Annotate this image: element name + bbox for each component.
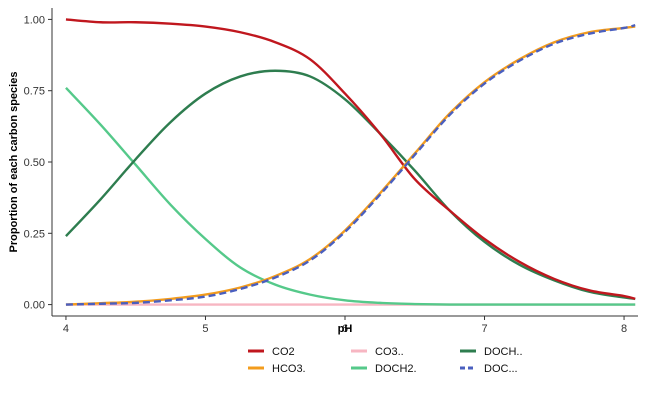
legend-item: DOC... xyxy=(460,363,518,375)
series-line-co2 xyxy=(65,18,636,301)
x-ticks: 4 5 6 7 8 xyxy=(63,316,627,335)
legend-item: CO2 xyxy=(248,346,295,358)
legend-item: DOCH2. xyxy=(351,363,417,375)
legend-label: CO2 xyxy=(272,346,295,358)
axes xyxy=(51,8,638,317)
y-axis-title: Proportion of each carbon species xyxy=(8,72,20,253)
x-axis-title: pH xyxy=(338,323,353,335)
x-tick-label: 5 xyxy=(202,323,208,335)
legend-label: DOCH2. xyxy=(375,363,417,375)
plot-area xyxy=(65,18,636,306)
series-line-hco3 xyxy=(65,25,636,306)
x-tick-label: 8 xyxy=(621,323,627,335)
legend-label: CO3.. xyxy=(375,346,404,358)
series-line-doch xyxy=(65,69,636,301)
legend-label: HCO3. xyxy=(272,363,306,375)
y-tick-label: 0.00 xyxy=(24,300,45,312)
y-tick-label: 0.25 xyxy=(24,228,45,240)
x-tick-label: 6 xyxy=(342,323,348,335)
x-tick-label: 4 xyxy=(63,323,69,335)
y-tick-label: 0.75 xyxy=(24,86,45,98)
series-line-doc xyxy=(65,23,636,306)
y-ticks: 0.00 0.25 0.50 0.75 1.00 xyxy=(24,14,52,312)
y-tick-label: 1.00 xyxy=(24,14,45,26)
y-tick-label: 0.50 xyxy=(24,157,45,169)
legend-item: DOCH.. xyxy=(460,346,523,358)
legend: CO2 HCO3. CO3.. DOCH2. DOCH.. DOC... xyxy=(248,346,523,375)
legend-label: DOCH.. xyxy=(484,346,523,358)
series-line-doch2 xyxy=(65,87,636,306)
legend-item: CO3.. xyxy=(351,346,404,358)
legend-item: HCO3. xyxy=(248,363,306,375)
legend-label: DOC... xyxy=(484,363,518,375)
x-tick-label: 7 xyxy=(481,323,487,335)
